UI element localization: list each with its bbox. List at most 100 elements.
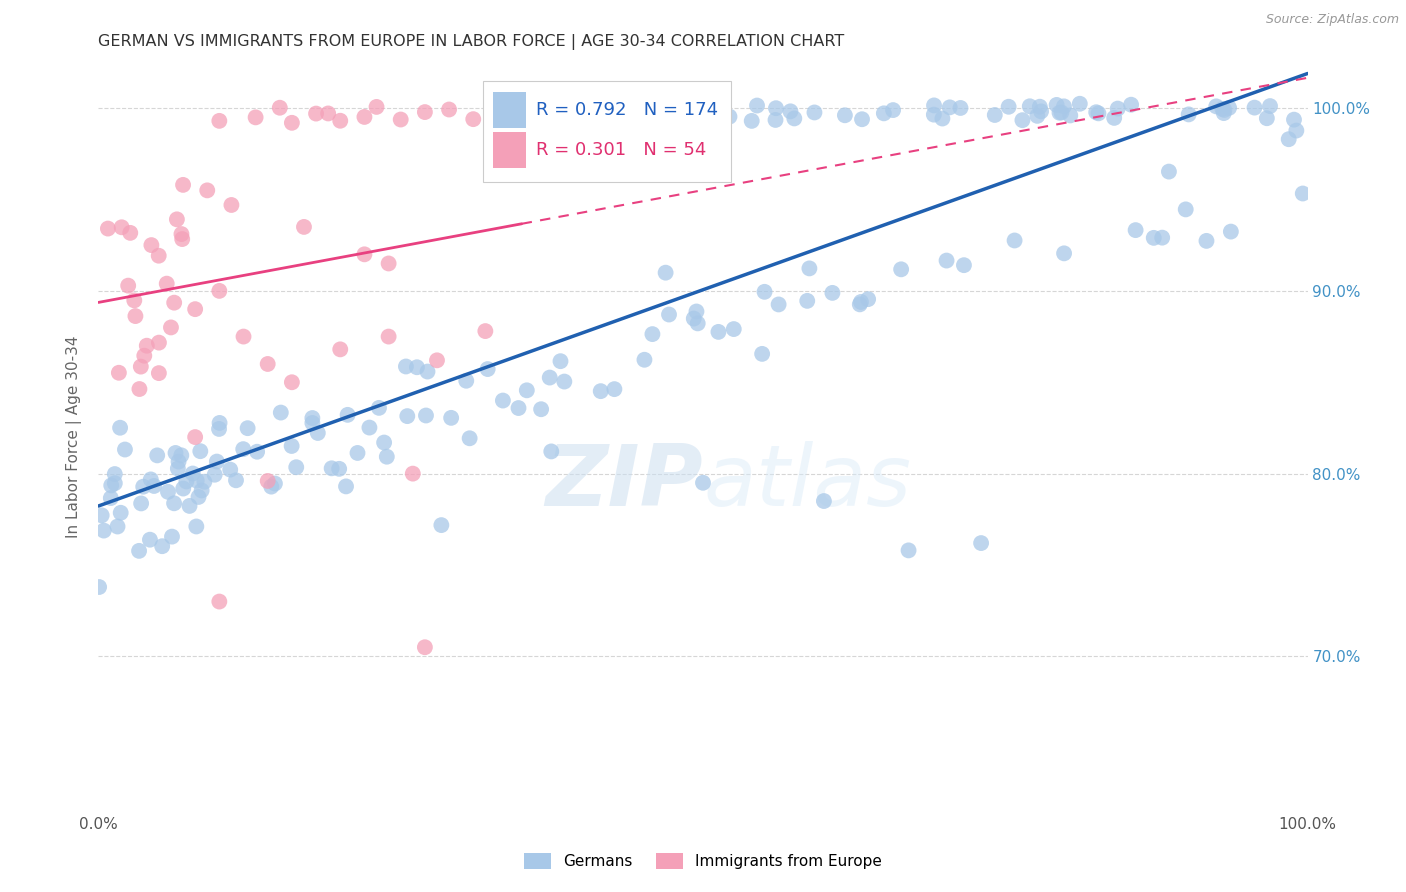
Point xyxy=(187,490,209,504)
Point xyxy=(997,100,1019,114)
Point xyxy=(256,357,278,371)
Point xyxy=(156,484,179,499)
Point xyxy=(172,232,194,246)
Point xyxy=(589,384,612,399)
Point xyxy=(146,449,169,463)
Point xyxy=(581,108,603,122)
FancyBboxPatch shape xyxy=(492,132,526,168)
Point xyxy=(100,491,122,505)
Point xyxy=(208,113,231,128)
Text: R = 0.792   N = 174: R = 0.792 N = 174 xyxy=(536,101,718,119)
Point xyxy=(225,473,247,487)
Point xyxy=(150,539,173,553)
Point xyxy=(104,476,127,491)
Point xyxy=(160,320,183,334)
Point xyxy=(107,519,129,533)
Point xyxy=(477,362,499,376)
Point xyxy=(553,375,575,389)
Point xyxy=(1069,96,1091,111)
Point xyxy=(246,444,269,458)
Point xyxy=(208,594,231,608)
Point xyxy=(264,476,287,491)
Point xyxy=(305,106,328,120)
Text: GERMAN VS IMMIGRANTS FROM EUROPE IN LABOR FORCE | AGE 30-34 CORRELATION CHART: GERMAN VS IMMIGRANTS FROM EUROPE IN LABO… xyxy=(98,34,845,50)
Point xyxy=(87,580,110,594)
Point xyxy=(270,406,292,420)
Point xyxy=(373,435,395,450)
Point xyxy=(256,474,278,488)
Point xyxy=(873,106,896,120)
Point xyxy=(366,100,388,114)
Point xyxy=(540,444,562,458)
Point xyxy=(353,247,375,261)
Point xyxy=(184,302,207,317)
Point xyxy=(166,212,188,227)
Point xyxy=(440,410,463,425)
Y-axis label: In Labor Force | Age 30-34: In Labor Force | Age 30-34 xyxy=(66,335,83,539)
Point xyxy=(139,472,162,486)
Point xyxy=(550,354,572,368)
Point xyxy=(723,322,745,336)
Point xyxy=(856,292,879,306)
Point xyxy=(603,382,626,396)
Point xyxy=(104,467,127,481)
Point xyxy=(1026,109,1049,123)
Point xyxy=(172,178,194,192)
Point xyxy=(1285,123,1308,137)
Point xyxy=(1004,234,1026,248)
Point xyxy=(402,467,425,481)
Point xyxy=(1218,101,1240,115)
Point xyxy=(260,480,283,494)
Point xyxy=(413,105,436,120)
Point xyxy=(1125,223,1147,237)
Point xyxy=(269,101,291,115)
Point xyxy=(90,508,112,523)
Point xyxy=(1050,105,1073,120)
Point xyxy=(1018,99,1040,113)
Point xyxy=(135,339,157,353)
Point xyxy=(114,442,136,457)
Point xyxy=(346,446,368,460)
Point xyxy=(1174,202,1197,217)
Point xyxy=(307,425,329,440)
Point xyxy=(1243,101,1265,115)
Point xyxy=(129,359,152,374)
Point xyxy=(779,104,801,119)
Point xyxy=(1211,102,1233,116)
Point xyxy=(368,401,391,415)
Point xyxy=(745,98,768,112)
Point xyxy=(281,376,304,390)
Point xyxy=(692,475,714,490)
Point xyxy=(1053,99,1076,113)
Point xyxy=(897,543,920,558)
Point xyxy=(458,431,481,445)
Point xyxy=(167,454,190,468)
Point xyxy=(97,221,120,235)
Text: Source: ZipAtlas.com: Source: ZipAtlas.com xyxy=(1265,13,1399,27)
Point xyxy=(430,518,453,533)
Point xyxy=(707,325,730,339)
Point xyxy=(600,104,623,119)
Point xyxy=(172,482,194,496)
Point xyxy=(922,108,945,122)
Point xyxy=(599,96,621,111)
Point xyxy=(395,359,418,374)
Point xyxy=(204,467,226,482)
Point xyxy=(163,496,186,510)
Point xyxy=(110,506,132,520)
Point xyxy=(474,324,496,338)
Point xyxy=(1157,164,1180,178)
Point xyxy=(193,475,215,489)
Point xyxy=(686,317,709,331)
Point xyxy=(208,284,231,298)
Point xyxy=(890,262,912,277)
Point xyxy=(796,293,818,308)
Point xyxy=(821,285,844,300)
Point xyxy=(1219,225,1241,239)
Point xyxy=(1059,108,1081,122)
FancyBboxPatch shape xyxy=(482,81,731,182)
Point xyxy=(1053,246,1076,260)
Point xyxy=(139,533,162,547)
Point xyxy=(922,98,945,112)
Point xyxy=(463,112,485,127)
